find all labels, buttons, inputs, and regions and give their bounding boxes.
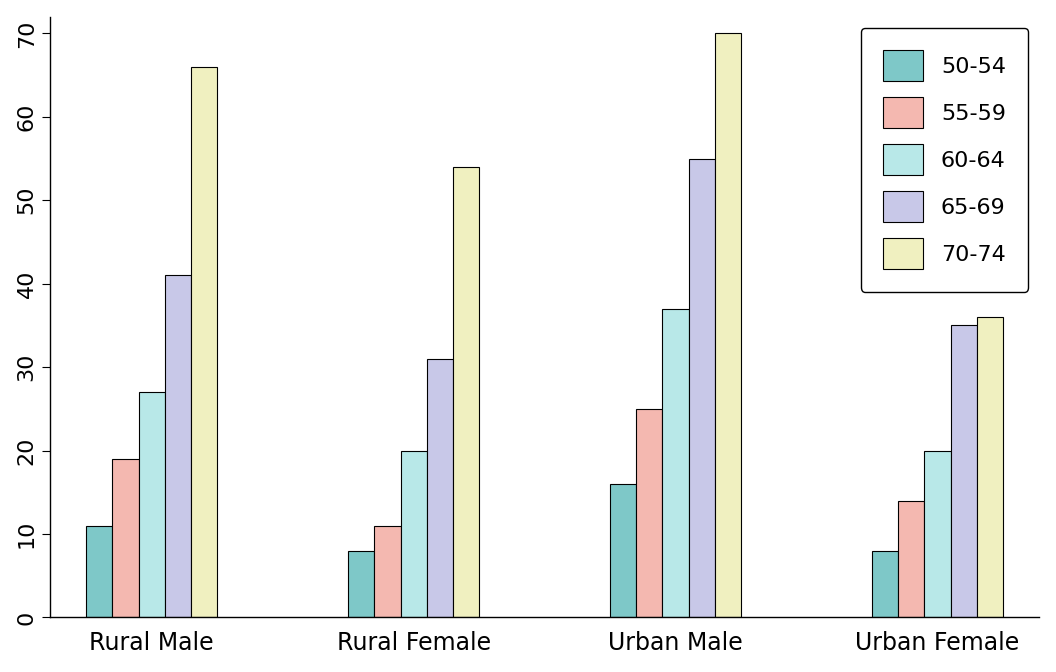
Bar (400, 450, 427, 618)
Bar (662, 308, 689, 618)
Bar (374, 526, 400, 618)
Bar (610, 484, 637, 618)
Bar (87, 526, 112, 618)
Bar (977, 317, 1003, 618)
Bar (715, 34, 741, 618)
Bar (112, 459, 138, 618)
Bar (899, 501, 924, 618)
Bar (950, 325, 977, 618)
Bar (191, 67, 218, 618)
Bar (872, 550, 899, 618)
Legend: 50-54, 55-59, 60-64, 65-69, 70-74: 50-54, 55-59, 60-64, 65-69, 70-74 (861, 28, 1029, 292)
Bar (348, 550, 374, 618)
Bar (637, 409, 662, 618)
Bar (924, 450, 950, 618)
Bar (427, 359, 453, 618)
Bar (138, 392, 165, 618)
Bar (453, 167, 479, 618)
Bar (689, 159, 715, 618)
Bar (165, 276, 191, 618)
